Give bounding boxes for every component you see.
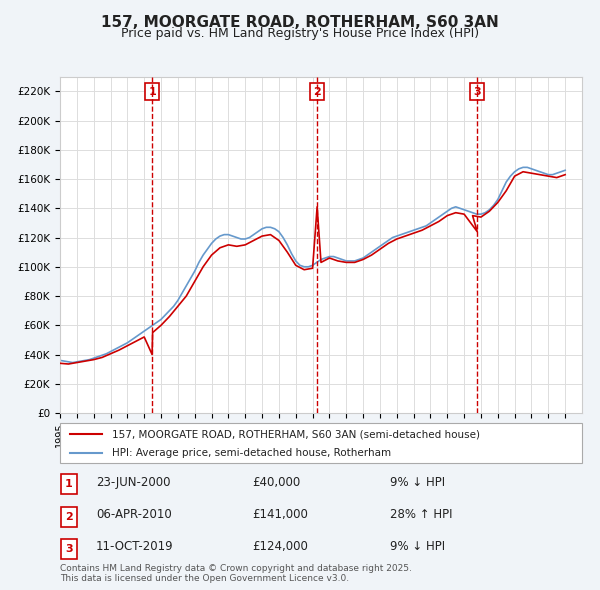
Text: 1: 1 — [148, 87, 156, 97]
Text: 2: 2 — [313, 87, 321, 97]
Text: HPI: Average price, semi-detached house, Rotherham: HPI: Average price, semi-detached house,… — [112, 448, 391, 458]
FancyBboxPatch shape — [61, 507, 77, 527]
Text: £124,000: £124,000 — [252, 540, 308, 553]
Text: £141,000: £141,000 — [252, 508, 308, 521]
Text: 3: 3 — [65, 545, 73, 554]
Text: 157, MOORGATE ROAD, ROTHERHAM, S60 3AN (semi-detached house): 157, MOORGATE ROAD, ROTHERHAM, S60 3AN (… — [112, 430, 480, 440]
Text: 157, MOORGATE ROAD, ROTHERHAM, S60 3AN: 157, MOORGATE ROAD, ROTHERHAM, S60 3AN — [101, 15, 499, 30]
FancyBboxPatch shape — [61, 539, 77, 559]
Text: 28% ↑ HPI: 28% ↑ HPI — [390, 508, 452, 521]
Text: 9% ↓ HPI: 9% ↓ HPI — [390, 476, 445, 489]
Text: 2: 2 — [65, 512, 73, 522]
FancyBboxPatch shape — [61, 474, 77, 494]
Text: 23-JUN-2000: 23-JUN-2000 — [96, 476, 170, 489]
Text: Price paid vs. HM Land Registry's House Price Index (HPI): Price paid vs. HM Land Registry's House … — [121, 27, 479, 40]
Text: 9% ↓ HPI: 9% ↓ HPI — [390, 540, 445, 553]
Text: 3: 3 — [473, 87, 481, 97]
Text: Contains HM Land Registry data © Crown copyright and database right 2025.
This d: Contains HM Land Registry data © Crown c… — [60, 563, 412, 583]
Text: 1: 1 — [65, 480, 73, 489]
Text: 06-APR-2010: 06-APR-2010 — [96, 508, 172, 521]
Text: £40,000: £40,000 — [252, 476, 300, 489]
Text: 11-OCT-2019: 11-OCT-2019 — [96, 540, 173, 553]
FancyBboxPatch shape — [60, 423, 582, 463]
